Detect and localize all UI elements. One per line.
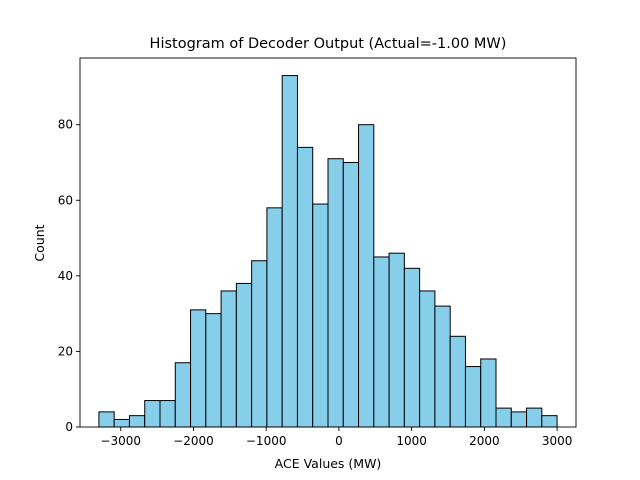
histogram-bar-17 xyxy=(358,124,375,428)
histogram-bar-27 xyxy=(510,411,528,428)
histogram-bars xyxy=(98,75,558,428)
histogram-bar-16 xyxy=(342,161,360,428)
x-axis-label: ACE Values (MW) xyxy=(275,456,382,471)
histogram-bar-23 xyxy=(449,335,466,428)
histogram-bar-15 xyxy=(327,158,344,428)
y-axis-label: Count xyxy=(32,224,47,261)
histogram-bar-10 xyxy=(251,260,268,428)
histogram-bar-3 xyxy=(144,400,161,428)
histogram-bar-14 xyxy=(312,203,329,428)
y-axis-ticks: 0 20 40 60 80 xyxy=(58,118,80,434)
histogram-bar-11 xyxy=(266,207,283,428)
histogram-bar-6 xyxy=(190,309,207,428)
histogram-bar-29 xyxy=(541,415,558,428)
x-tick-label-4: 1000 xyxy=(396,434,427,448)
y-tick-label-3: 60 xyxy=(58,193,73,207)
histogram-bar-24 xyxy=(464,366,482,428)
x-tick-label-6: 3000 xyxy=(542,434,573,448)
histogram-bar-8 xyxy=(220,290,237,428)
histogram-bar-21 xyxy=(419,290,436,428)
histogram-bar-18 xyxy=(373,256,390,428)
histogram-bar-7 xyxy=(205,313,222,428)
plot-frame xyxy=(79,57,577,428)
x-tick-label-5: 2000 xyxy=(469,434,500,448)
histogram-bar-4 xyxy=(159,400,176,428)
y-tick-label-4: 80 xyxy=(58,118,73,132)
x-tick-label-2: −1000 xyxy=(246,434,287,448)
histogram-bar-25 xyxy=(480,358,497,428)
histogram-bar-13 xyxy=(296,146,314,428)
histogram-bar-2 xyxy=(128,415,146,428)
histogram-bar-9 xyxy=(235,282,253,428)
histogram-bar-20 xyxy=(403,267,421,428)
x-tick-label-0: −3000 xyxy=(100,434,141,448)
histogram-bar-1 xyxy=(113,418,130,428)
y-tick-label-0: 0 xyxy=(65,420,73,434)
histogram-bar-22 xyxy=(434,305,451,428)
histogram-bar-0 xyxy=(98,411,115,428)
x-tick-label-3: 0 xyxy=(335,434,343,448)
histogram-bar-19 xyxy=(388,252,405,428)
histogram-bar-12 xyxy=(281,75,298,428)
x-tick-label-1: −2000 xyxy=(173,434,214,448)
y-tick-label-2: 40 xyxy=(58,269,73,283)
histogram-bar-26 xyxy=(495,407,512,428)
chart-title: Histogram of Decoder Output (Actual=-1.0… xyxy=(150,36,507,52)
histogram-bar-28 xyxy=(526,407,543,428)
histogram-bar-5 xyxy=(174,362,192,428)
y-tick-label-1: 20 xyxy=(58,344,73,358)
x-axis-ticks: −3000 −2000 −1000 0 1000 2000 3000 xyxy=(100,427,572,448)
